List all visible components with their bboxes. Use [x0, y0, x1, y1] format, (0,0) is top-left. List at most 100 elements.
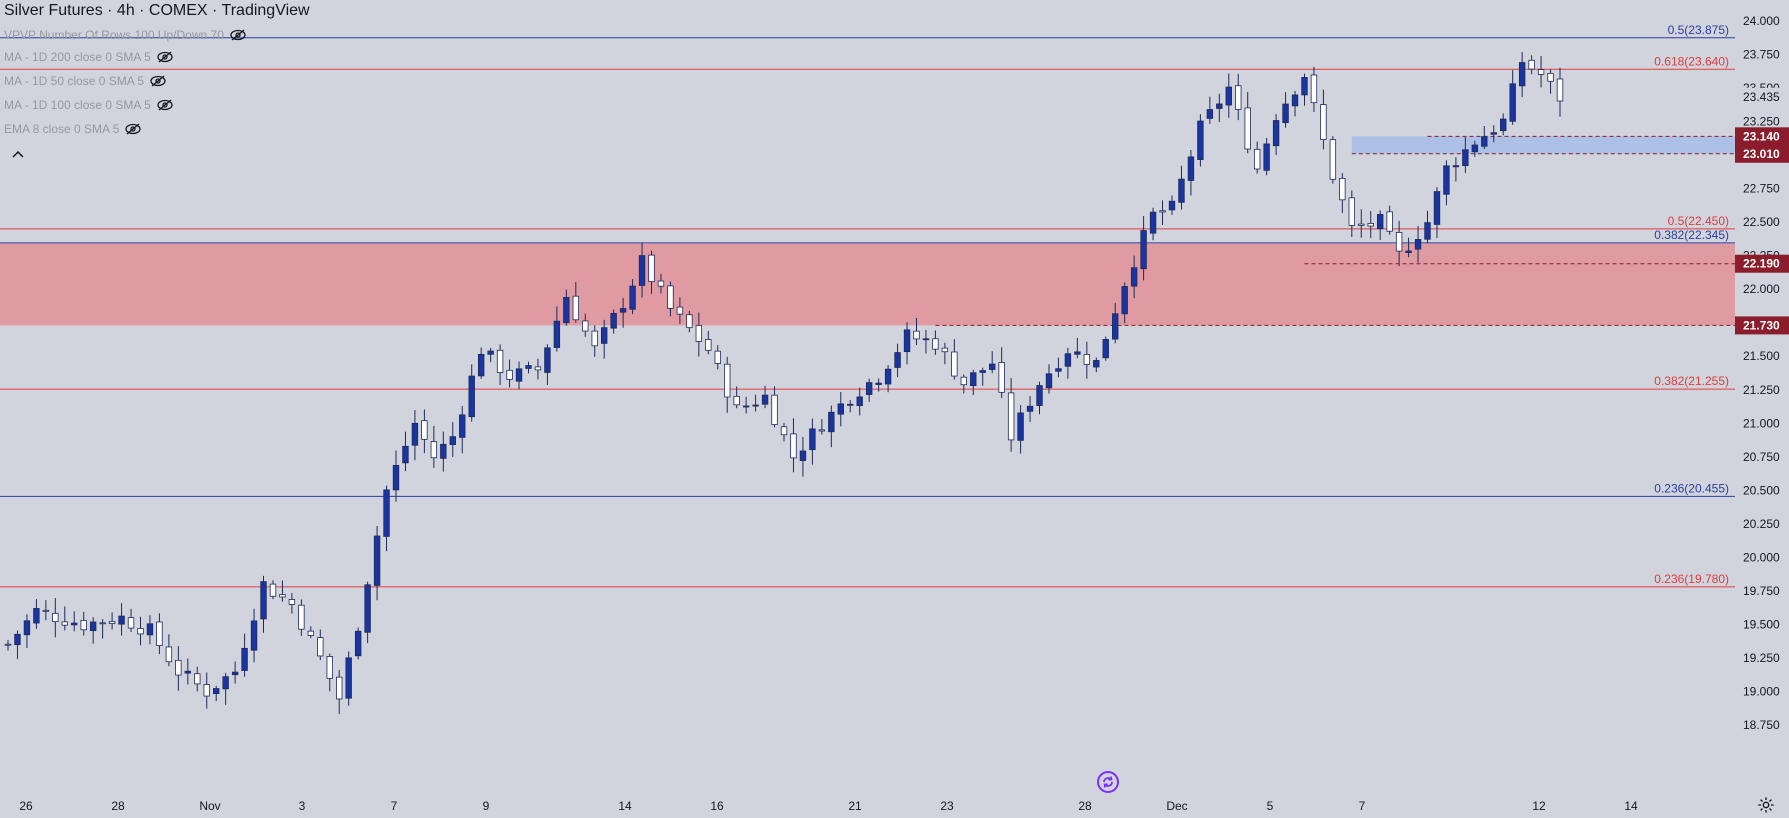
- fib-level-label: 0.382(21.255): [1654, 374, 1729, 388]
- candle-body: [724, 363, 731, 398]
- candle: [1055, 357, 1062, 378]
- zone-blue: [1351, 136, 1735, 154]
- candle: [392, 450, 400, 502]
- time-tick-label: 14: [618, 799, 632, 813]
- candle: [988, 351, 996, 374]
- candle: [402, 431, 409, 472]
- candle: [1074, 337, 1081, 359]
- candle: [695, 312, 703, 357]
- candle: [733, 386, 740, 409]
- candle: [1282, 92, 1289, 128]
- candle-body: [241, 647, 248, 671]
- candle-body: [1556, 78, 1564, 102]
- candle: [1206, 96, 1214, 124]
- candle-body: [600, 327, 608, 344]
- candle: [1017, 405, 1024, 454]
- candle-body: [212, 688, 220, 695]
- gear-icon[interactable]: [1757, 796, 1775, 814]
- candle: [269, 580, 277, 600]
- candle-body: [354, 630, 362, 657]
- candle-body: [1443, 165, 1450, 195]
- candle: [241, 633, 248, 677]
- candle: [941, 342, 949, 365]
- eye-hidden-icon[interactable]: [150, 75, 166, 87]
- chevron-up-icon[interactable]: [12, 150, 24, 158]
- candle-body: [194, 673, 201, 685]
- candle-body: [42, 609, 50, 612]
- candle-body: [553, 320, 561, 348]
- price-tick-label: 23.750: [1743, 48, 1780, 62]
- candle: [496, 344, 504, 386]
- candle-body: [1216, 103, 1223, 109]
- candle-body: [1244, 107, 1251, 150]
- candle: [184, 658, 192, 685]
- candle-body: [629, 285, 636, 310]
- eye-hidden-icon[interactable]: [230, 29, 246, 41]
- candle-body: [1528, 59, 1535, 70]
- candle: [61, 606, 68, 631]
- candle: [610, 309, 617, 334]
- fib-level-label: 0.618(23.640): [1654, 54, 1729, 68]
- candle-body: [165, 646, 173, 663]
- candle-body: [1159, 210, 1166, 213]
- indicator-ma-50[interactable]: MA - 1D 50 close 0 SMA 5: [4, 74, 166, 88]
- candle: [1216, 93, 1223, 123]
- candle: [1358, 209, 1365, 238]
- candle-body: [326, 656, 333, 679]
- candle-body: [1433, 191, 1441, 225]
- price-tag-label: 22.190: [1743, 257, 1780, 271]
- candle-body: [298, 604, 305, 630]
- candle-body: [203, 684, 210, 697]
- candle-body: [317, 637, 324, 657]
- candle: [383, 485, 390, 552]
- candle-body: [1462, 149, 1469, 166]
- candle: [1452, 157, 1460, 182]
- candle: [118, 603, 125, 636]
- price-tick-label: 22.750: [1743, 182, 1780, 196]
- candle-body: [572, 295, 580, 321]
- candle: [922, 329, 930, 354]
- candle: [1547, 69, 1554, 94]
- candle: [1500, 113, 1507, 136]
- candle: [1178, 165, 1185, 210]
- price-tick-label: 22.000: [1743, 282, 1780, 296]
- candle: [724, 356, 731, 413]
- candle: [591, 325, 598, 357]
- eye-hidden-icon[interactable]: [125, 123, 142, 135]
- candle-body: [307, 630, 315, 636]
- replay-icon[interactable]: [1096, 770, 1120, 794]
- current-price-bg: [1735, 87, 1789, 106]
- candle-body: [1026, 405, 1034, 412]
- indicator-ma-200[interactable]: MA - 1D 200 close 0 SMA 5: [4, 50, 173, 64]
- candle-body: [913, 330, 920, 340]
- eye-hidden-icon[interactable]: [157, 51, 173, 63]
- candle: [468, 364, 475, 422]
- candle-body: [1149, 211, 1157, 234]
- price-tick-label: 19.750: [1743, 584, 1780, 598]
- indicator-ma-100[interactable]: MA - 1D 100 close 0 SMA 5: [4, 98, 173, 112]
- candle: [1386, 205, 1393, 235]
- indicator-vpvp[interactable]: VPVP Number Of Rows 100 Up/Down 70: [4, 28, 246, 42]
- candle: [970, 369, 977, 396]
- eye-hidden-icon[interactable]: [157, 99, 173, 111]
- current-price-label: 23.435: [1743, 90, 1780, 104]
- candle-body: [496, 349, 504, 373]
- candle-body: [269, 583, 277, 597]
- indicator-ema-8[interactable]: EMA 8 close 0 SMA 5: [4, 122, 142, 136]
- candle-body: [4, 643, 12, 646]
- time-tick-label: 14: [1624, 799, 1638, 813]
- candle-body: [430, 441, 438, 459]
- candle-body: [1310, 74, 1318, 104]
- candle: [686, 310, 693, 333]
- candle-body: [1376, 214, 1384, 230]
- candle-body: [686, 314, 693, 329]
- candle: [421, 409, 428, 454]
- candle-body: [676, 306, 684, 315]
- time-tick-label: 7: [1359, 799, 1366, 813]
- price-tick-label: 21.000: [1743, 416, 1780, 430]
- candle-body: [951, 351, 958, 377]
- time-tick-label: 28: [111, 799, 125, 813]
